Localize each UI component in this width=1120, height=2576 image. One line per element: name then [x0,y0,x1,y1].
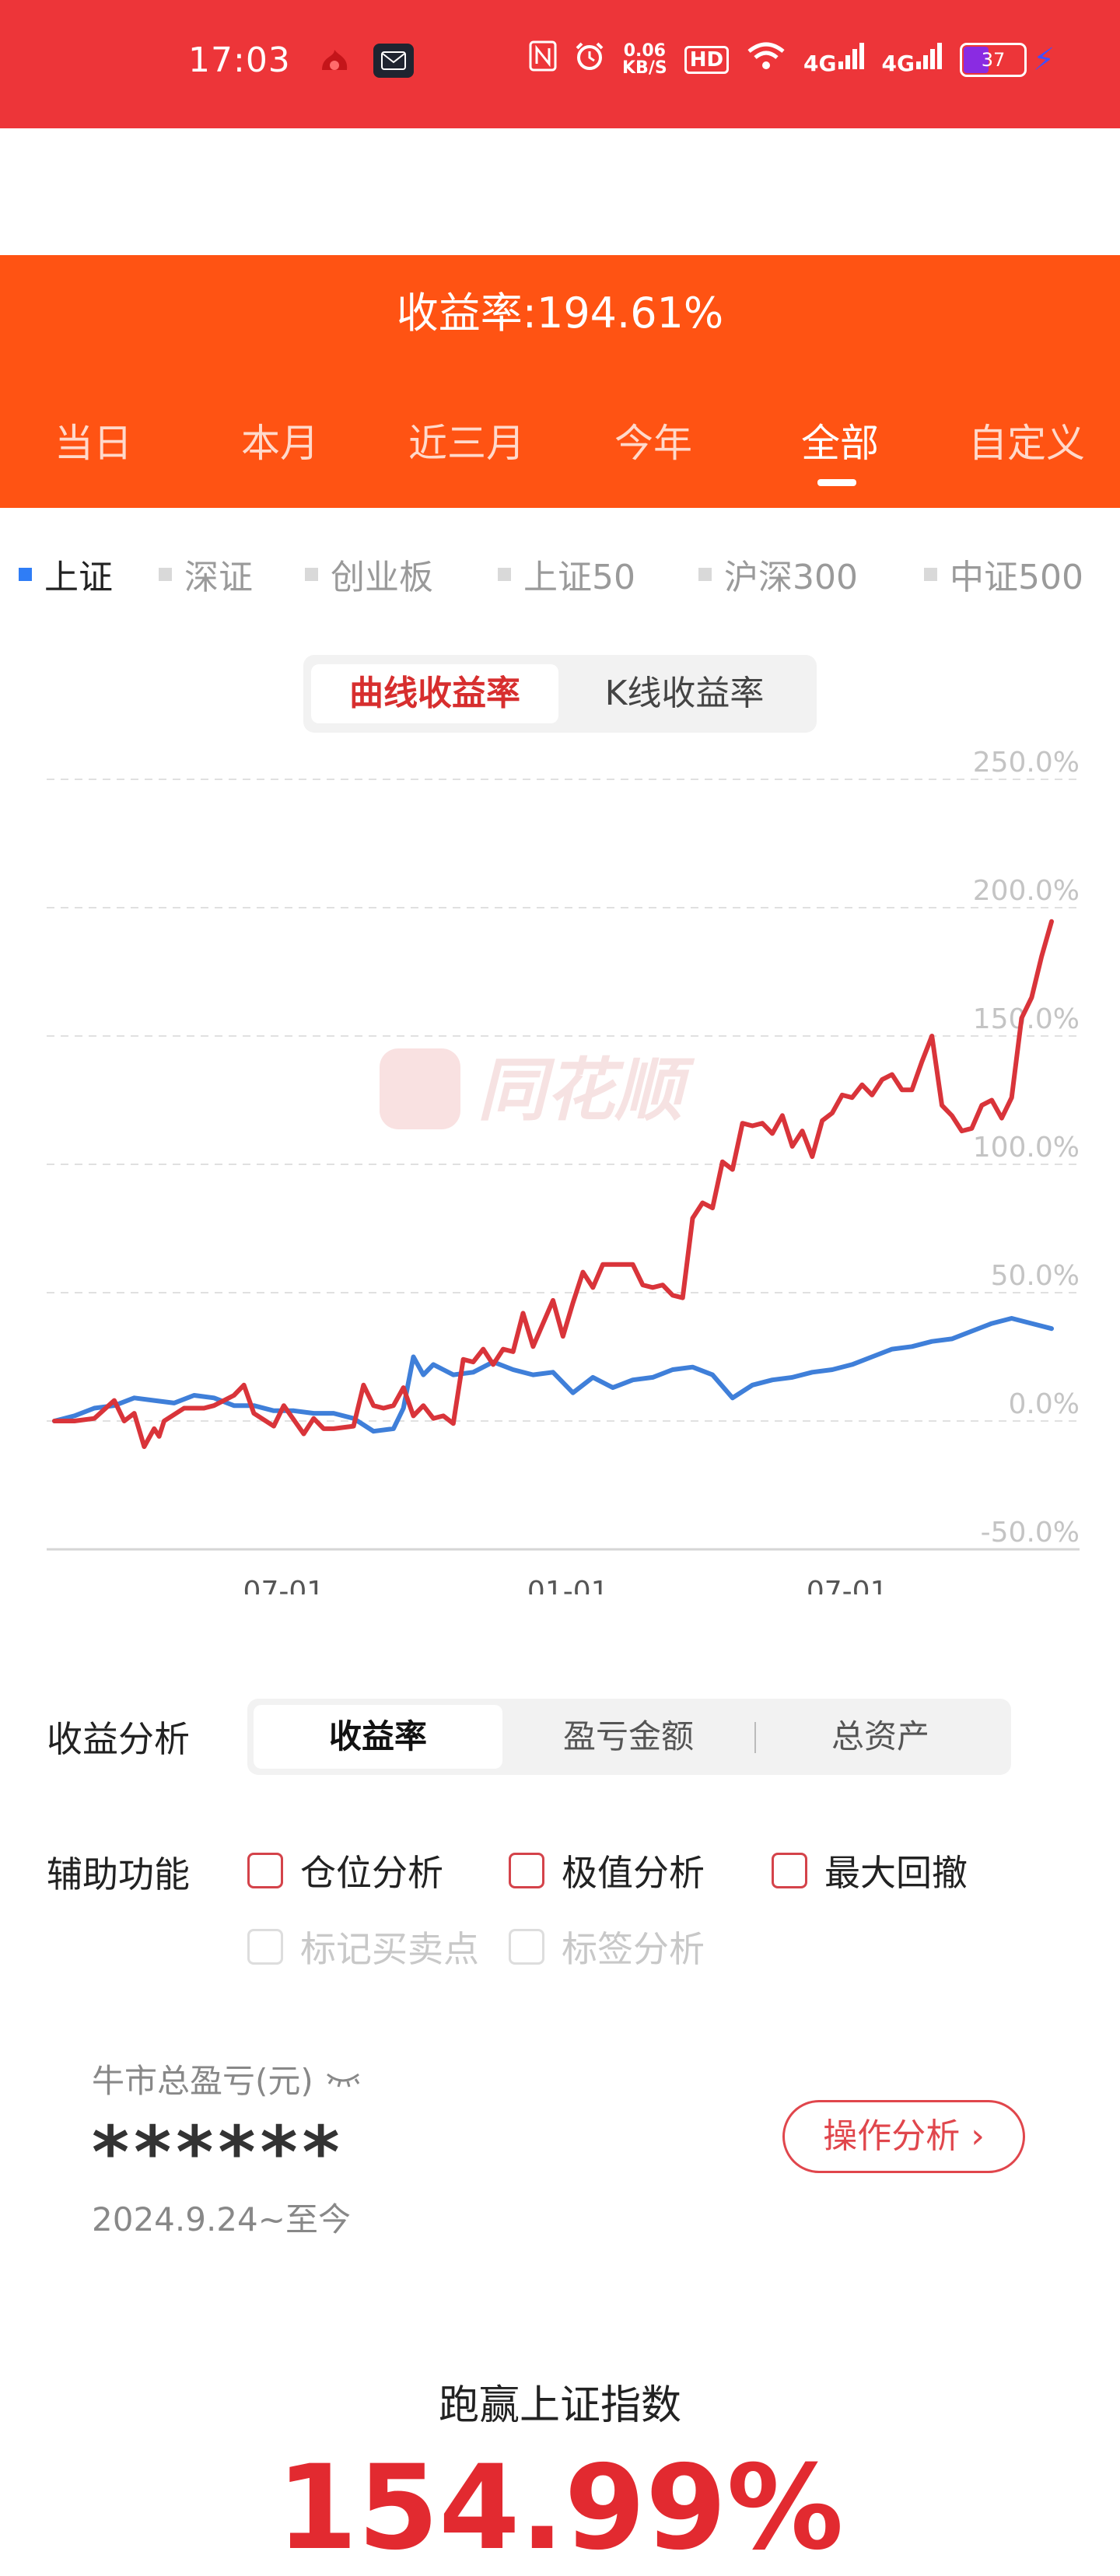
index-shanghai[interactable]: 上证 [19,549,113,599]
analysis-pnl-option[interactable]: 盈亏金额 [562,1717,694,1755]
y-tick-label: 50.0% [991,1260,1080,1292]
y-tick-label: -50.0% [981,1517,1080,1549]
status-time: 17:03 [188,40,291,80]
kline-yield-option[interactable]: K线收益率 [604,674,765,713]
aux-label: 辅助功能 [47,1853,190,1895]
index-sse50[interactable]: 上证50 [498,549,635,599]
signal-4g-1: 4G [803,43,864,76]
back-button[interactable] [45,148,100,218]
position-analysis-checkbox[interactable]: 仓位分析 [247,1845,443,1896]
hd-badge: HD [684,45,730,74]
title-redaction [436,152,607,208]
analysis-toggle: 收益率 盈亏金额 总资产 [247,1699,1011,1775]
tab-year[interactable]: 今年 [614,421,692,466]
segment-divider [754,1722,756,1753]
y-tick-label: 250.0% [973,747,1080,779]
chevron-left-icon [56,154,87,212]
bull-pnl-label: 牛市总盈亏(元) [92,2055,362,2102]
series-line-index [52,1316,1054,1434]
watermark-logo [380,1048,460,1129]
mail-app-icon [373,44,414,78]
y-tick-label: 0.0% [1009,1388,1080,1420]
index-selector: 上证 深证 创业板 上证50 沪深300 中证500 [0,549,1120,599]
series-line-portfolio [52,919,1054,1449]
tab-all[interactable]: 全部 [801,421,879,466]
analysis-assets-option[interactable]: 总资产 [831,1717,929,1755]
index-csi300[interactable]: 沪深300 [698,549,858,599]
chart-mode-toggle: 曲线收益率 K线收益率 [303,655,817,733]
watermark-text: 同花顺 [478,1050,695,1130]
beat-index-title: 跑赢上证指数 [438,2382,681,2429]
x-tick-label: 07-01 [807,1576,888,1594]
max-drawdown-checkbox[interactable]: 最大回撤 [772,1845,968,1896]
status-app-icons [314,44,414,78]
beat-index-value: 154.99% [276,2441,844,2576]
wifi-icon [746,40,786,79]
x-tick-label: 01-01 [527,1576,609,1594]
flame-app-icon [314,44,355,78]
curve-yield-option[interactable]: 曲线收益率 [311,664,558,723]
charging-icon: ⚡ [1032,41,1055,78]
trade-points-checkbox[interactable]: 标记买卖点 [247,1921,479,1972]
tab-custom[interactable]: 自定义 [968,421,1085,466]
nfc-icon [529,40,557,79]
signal-4g-2: 4G [882,43,943,76]
index-chinext[interactable]: 创业板 [305,549,433,599]
status-bar: 17:03 0.06 KB/S HD 4G 4G 37 ⚡ [0,0,1120,212]
tab-month[interactable]: 本月 [241,421,319,466]
analysis-yield-option[interactable]: 收益率 [254,1705,502,1769]
bull-pnl-date-range: 2024.9.24~至今 [92,2200,351,2238]
status-indicators: 0.06 KB/S HD 4G 4G 37 ⚡ [529,40,1055,79]
watermark-icon [380,1048,460,1129]
bull-pnl-value: ****** [92,2111,345,2194]
summary-band [0,255,1120,508]
active-tab-indicator [817,479,856,486]
index-shenzhen[interactable]: 深证 [159,549,253,599]
battery-icon: 37 [959,42,1027,77]
tab-3months[interactable]: 近三月 [408,421,525,466]
analysis-label: 收益分析 [47,1718,190,1760]
operation-analysis-button[interactable]: 操作分析 › [782,2100,1025,2173]
yield-chart: 同花顺250.0%200.0%150.0%100.0%50.0%0.0%-50.… [47,747,1080,1594]
tag-analysis-checkbox[interactable]: 标签分析 [509,1921,705,1972]
alarm-icon [574,40,605,79]
period-tabs: 当日 本月 近三月 今年 全部 自定义 [0,412,1120,468]
tab-today[interactable]: 当日 [54,421,132,466]
y-tick-label: 100.0% [973,1132,1080,1164]
total-yield: 收益率:194.61% [396,289,724,338]
x-tick-label: 07-01 [243,1576,325,1594]
y-tick-label: 200.0% [973,875,1080,907]
eye-closed-icon[interactable] [324,2070,362,2088]
net-speed: 0.06 KB/S [622,40,667,78]
extreme-analysis-checkbox[interactable]: 极值分析 [509,1845,705,1896]
index-csi500[interactable]: 中证500 [924,549,1083,599]
